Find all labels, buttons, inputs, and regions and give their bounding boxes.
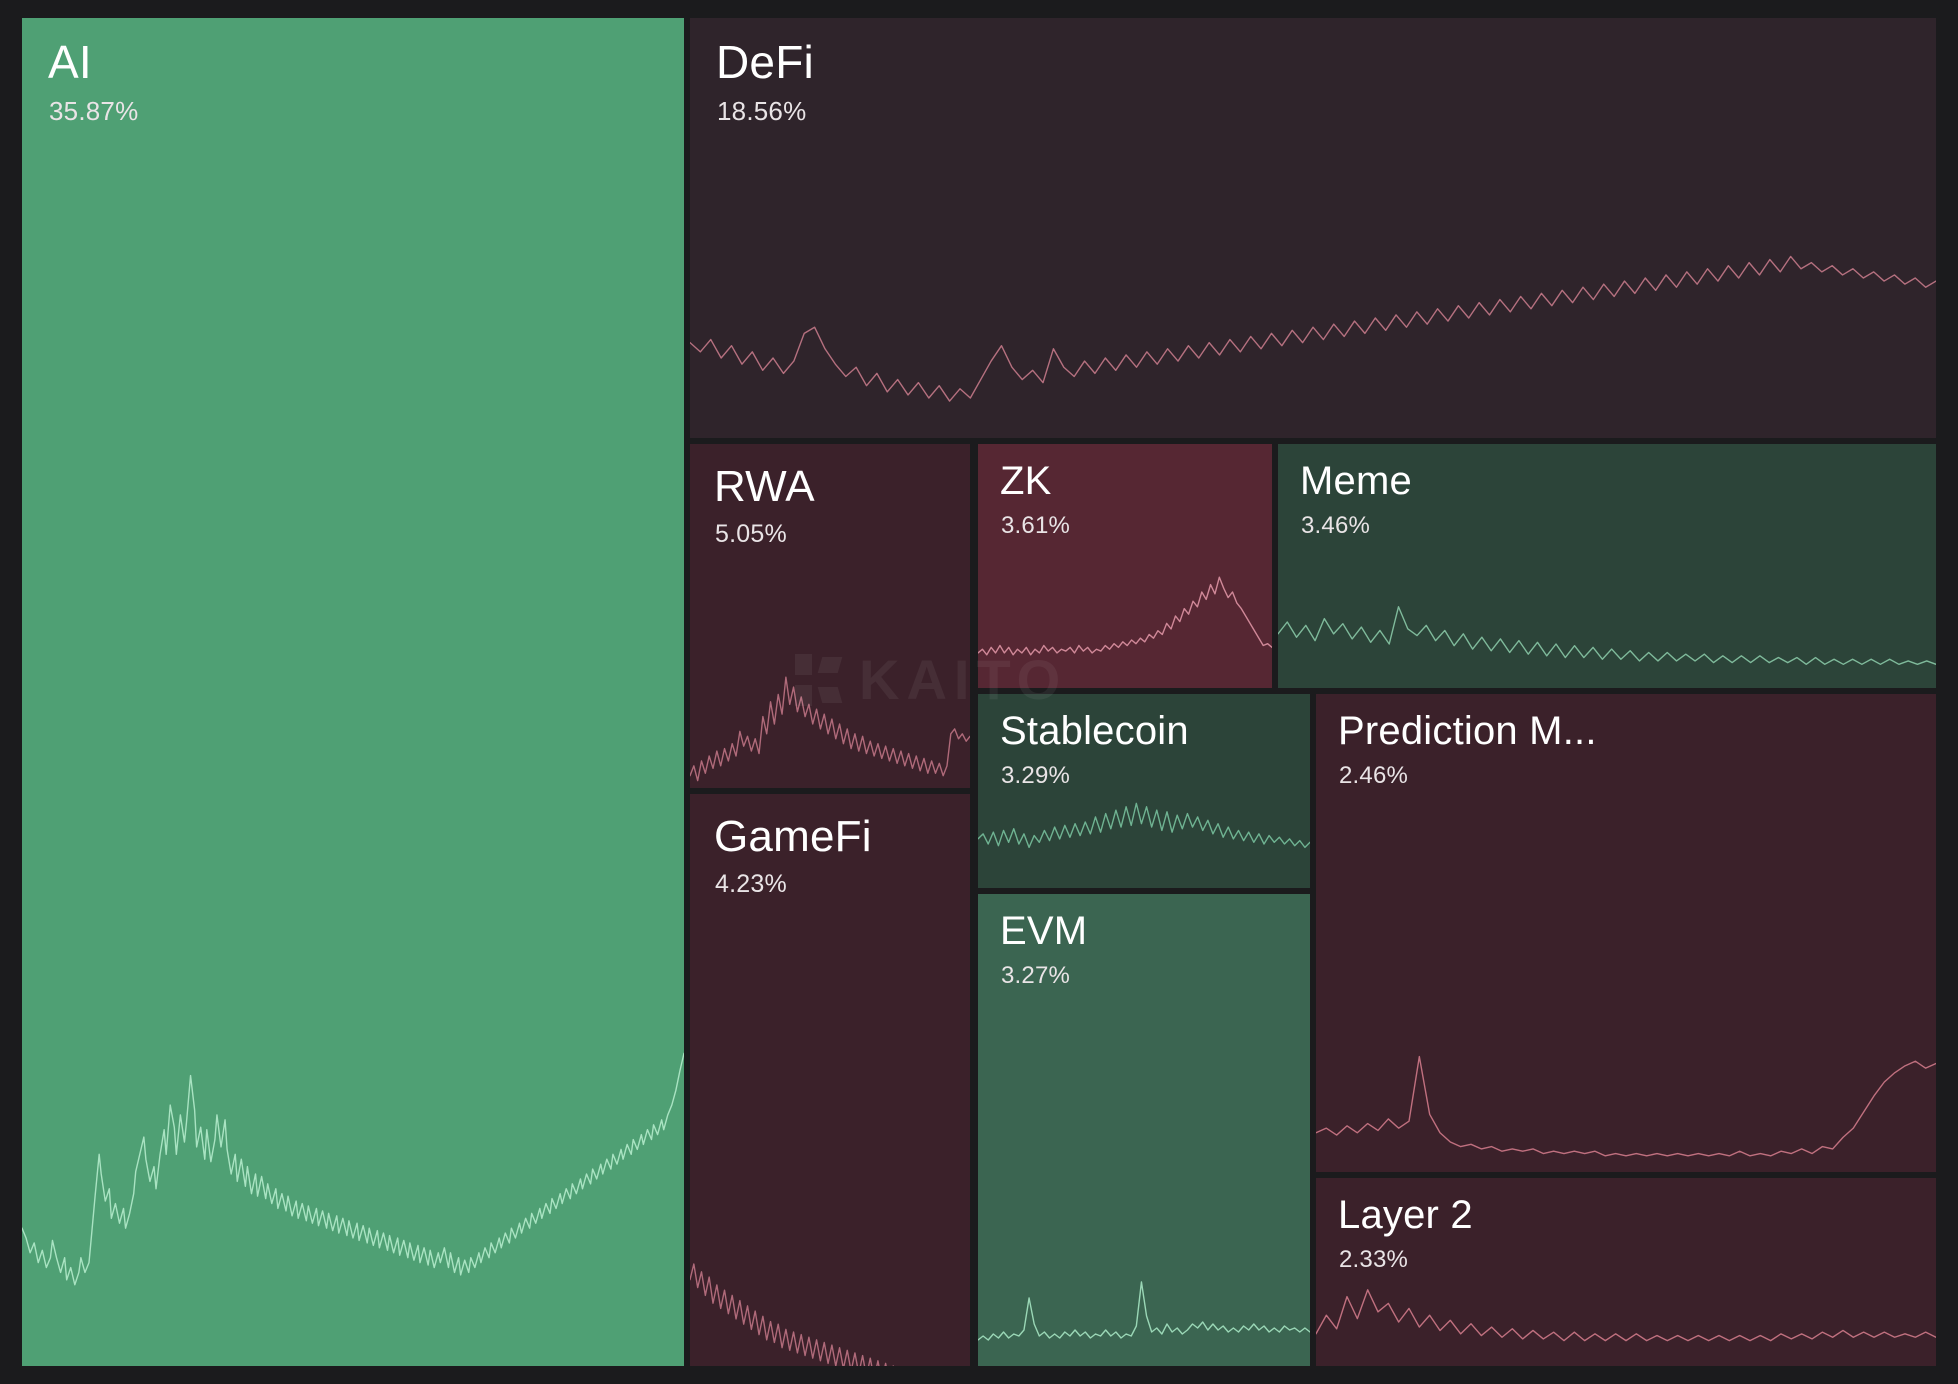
- tile-label: EVM: [1000, 909, 1088, 953]
- tile-label: Meme: [1300, 459, 1412, 503]
- sparkline-stablecoin: [978, 778, 1310, 888]
- treemap-tile-stablecoin[interactable]: Stablecoin 3.29%: [978, 694, 1310, 888]
- tile-value: 4.23%: [715, 870, 787, 898]
- tile-label: GameFi: [714, 812, 872, 861]
- treemap-tile-layer-2[interactable]: Layer 2 2.33%: [1316, 1178, 1936, 1366]
- sparkline-meme: [1278, 578, 1936, 688]
- sparkline-rwa: [690, 628, 970, 788]
- sparkline-layer-2: [1316, 1256, 1936, 1366]
- tile-label: Stablecoin: [1000, 709, 1189, 753]
- tile-label: ZK: [1000, 459, 1052, 503]
- tile-value: 2.33%: [1339, 1246, 1409, 1273]
- sparkline-defi: [690, 238, 1936, 438]
- sparkline-evm: [978, 1236, 1310, 1366]
- tile-value: 3.46%: [1301, 512, 1371, 539]
- tile-value: 18.56%: [717, 96, 807, 126]
- tile-label: Layer 2: [1338, 1193, 1473, 1237]
- sparkline-gamefi: [690, 1196, 970, 1366]
- tile-value: 3.61%: [1001, 512, 1071, 539]
- treemap-tile-prediction-markets[interactable]: Prediction M... 2.46%: [1316, 694, 1936, 1172]
- treemap-tile-zk[interactable]: ZK 3.61%: [978, 444, 1272, 688]
- treemap-tile-meme[interactable]: Meme 3.46%: [1278, 444, 1936, 688]
- treemap-tile-gamefi[interactable]: GameFi 4.23%: [690, 794, 970, 1366]
- treemap-tile-ai[interactable]: AI 35.87%: [22, 18, 684, 1366]
- tile-value: 3.27%: [1001, 962, 1071, 989]
- treemap-tile-rwa[interactable]: RWA 5.05%: [690, 444, 970, 788]
- sparkline-prediction-markets: [1316, 1022, 1936, 1172]
- tile-value: 3.29%: [1001, 762, 1071, 789]
- tile-label: Prediction M...: [1338, 709, 1597, 753]
- sparkline-ai: [22, 1046, 684, 1366]
- tile-value: 2.46%: [1339, 762, 1409, 789]
- tile-value: 35.87%: [49, 96, 139, 126]
- sparkline-zk: [978, 568, 1272, 688]
- tile-value: 5.05%: [715, 520, 787, 548]
- tile-label: DeFi: [716, 36, 814, 88]
- tile-label: RWA: [714, 462, 815, 511]
- treemap-tile-evm[interactable]: EVM 3.27%: [978, 894, 1310, 1366]
- tile-label: AI: [48, 36, 92, 88]
- treemap-tile-defi[interactable]: DeFi 18.56%: [690, 18, 1936, 438]
